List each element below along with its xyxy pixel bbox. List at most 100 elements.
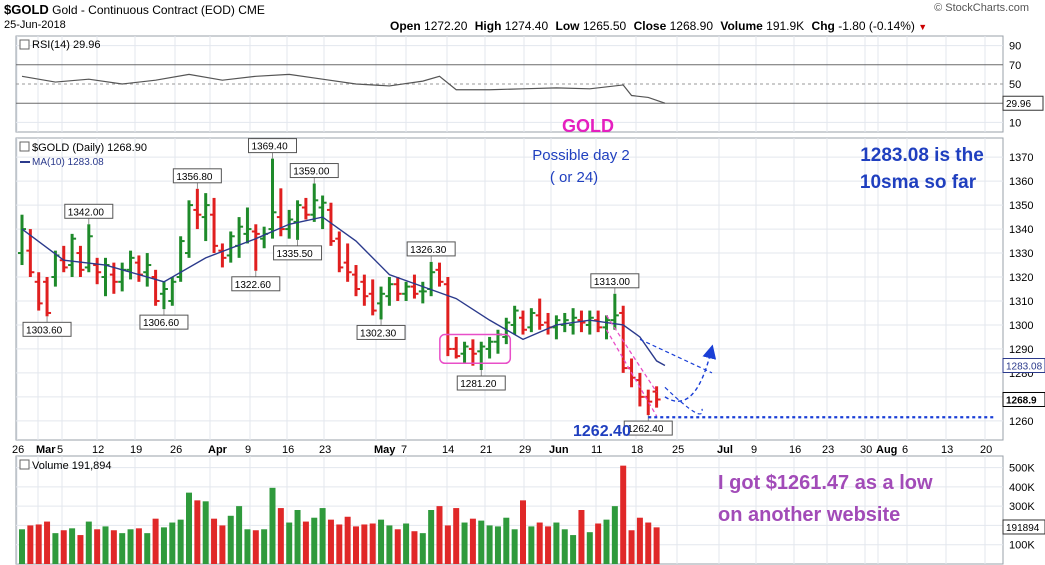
low-value: 1265.50 [582, 19, 627, 33]
volume-current-value: 191894 [1006, 523, 1040, 534]
volume-bar [311, 517, 318, 564]
volume-bar [19, 529, 25, 564]
price-label-text: 1342.00 [68, 207, 105, 218]
open-value: 1272.20 [424, 19, 468, 33]
price-label-text: 1313.00 [594, 277, 631, 288]
ohlc-bar [226, 231, 235, 263]
high-value: 1274.40 [504, 19, 549, 33]
volume-bar [570, 535, 577, 564]
volume-bar [436, 506, 443, 564]
volume-bar [69, 528, 76, 564]
projection-arrow-tail [664, 386, 703, 415]
volume-bar [211, 518, 218, 564]
grid-lines [16, 36, 1003, 564]
annotation-low-value: 1262.40 [573, 423, 631, 440]
volume-bar [428, 510, 435, 564]
x-axis-label: 9 [751, 444, 757, 456]
volume-bar [261, 529, 268, 564]
x-axis-label: Jul [717, 444, 733, 456]
ohlc-bar [218, 243, 227, 268]
volume-bar [286, 522, 293, 564]
price-label-text: 1302.30 [360, 328, 397, 339]
volume-bar [236, 506, 243, 564]
price-tick-label: 1350 [1009, 200, 1033, 212]
ohlc-bar [377, 286, 386, 320]
price-label-box [356, 324, 406, 340]
x-axis-label: 19 [130, 444, 142, 456]
x-axis-label: 9 [245, 444, 251, 456]
rsi-current-badge [1002, 95, 1044, 111]
volume-bar [160, 527, 167, 564]
ohlc-bar [452, 336, 461, 359]
volume-bar [102, 526, 109, 564]
volume-bar [60, 530, 67, 564]
volume-bar [461, 522, 468, 564]
price-layer: 1303.60 1342.00 1306.60 1356.80 1322.60 1369.… [18, 138, 995, 436]
source-credit: © StockCharts.com [934, 2, 1029, 14]
close-current-badge [1002, 391, 1045, 407]
ohlc-bar [151, 269, 160, 306]
volume-bar [536, 522, 543, 564]
volume-bar [144, 533, 151, 564]
volume-bar [603, 519, 610, 564]
volume-bar [194, 500, 201, 564]
price-label-box [139, 314, 189, 330]
price-label-box [64, 203, 114, 219]
volume-bar [386, 525, 393, 564]
volume-bar [353, 526, 359, 564]
volume-bar [553, 522, 560, 564]
x-axis-label: 25 [672, 444, 684, 456]
volume-bar [645, 522, 652, 564]
x-axis-label: 16 [282, 444, 294, 456]
price-tick-label: 1310 [1009, 296, 1033, 308]
volume-bar [336, 524, 343, 564]
ohlc-bar [477, 341, 486, 371]
price-label-text: 1326.30 [410, 245, 447, 256]
volume-bar [636, 517, 643, 564]
ohlc-bar [335, 231, 344, 273]
x-axis-label: 20 [980, 444, 992, 456]
ohlc-bar [560, 312, 569, 333]
volume-bar [327, 519, 334, 564]
ohlc-bar [143, 253, 152, 287]
price-tick-label: 1360 [1009, 176, 1033, 188]
ohlc-bar [635, 372, 644, 407]
rsi-tick-label: 50 [1009, 79, 1021, 91]
close-current-value: 1268.9 [1006, 395, 1037, 406]
ohlc-bar [318, 195, 327, 230]
price-tick-label: 1320 [1009, 272, 1033, 284]
ma-current-badge [1002, 358, 1045, 374]
x-axis-label: 14 [442, 444, 454, 456]
ohlc-bar [468, 339, 477, 366]
ohlc-bar [418, 281, 427, 304]
volume-bar [169, 522, 176, 564]
volume-bar [219, 525, 226, 564]
volume-bar [77, 535, 84, 564]
change-value: -1.80 (-0.14%) [838, 19, 915, 33]
volume-tick-label: 500K [1009, 463, 1035, 475]
ohlc-bar [435, 262, 444, 287]
volume-bar [403, 523, 410, 564]
volume-legend-icon [19, 459, 30, 470]
ohlc-bar [352, 265, 360, 297]
price-label-text: 1262.40 [627, 424, 664, 435]
volume-value: 191.9K [766, 19, 805, 33]
volume-bar [35, 524, 42, 564]
ohlc-bar [360, 274, 369, 306]
ma10-line [21, 216, 666, 367]
x-axis-label: 26 [170, 444, 182, 456]
x-axis-label: Mar [36, 444, 56, 456]
price-tick-label: 1330 [1009, 248, 1033, 260]
ohlc-bar [652, 386, 661, 408]
annotation-sma-line1: 1283.08 is the [860, 145, 984, 166]
x-axis-label: 23 [319, 444, 331, 456]
annotation-website-line2: on another website [718, 504, 900, 526]
volume-bar [269, 487, 276, 564]
ohlc-bar [485, 336, 494, 359]
ma-current-value: 1283.08 [1006, 362, 1043, 373]
annotation-gold-title: GOLD [562, 116, 614, 136]
x-axis-label: 6 [902, 444, 908, 456]
price-label-box [22, 321, 72, 337]
ohlc-bar [193, 188, 202, 230]
